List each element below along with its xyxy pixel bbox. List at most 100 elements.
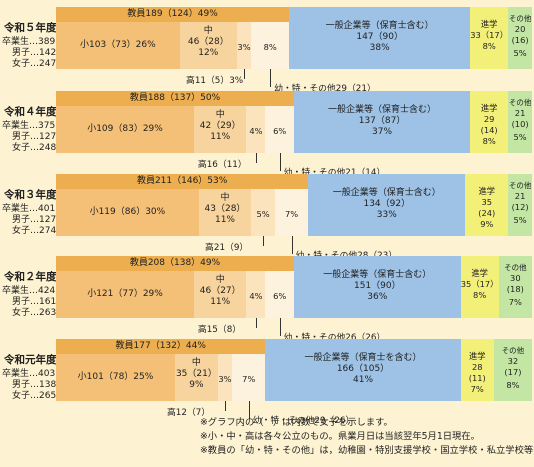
teacher-total-label: 教員188（137）50% xyxy=(129,93,221,103)
value-other: 30 (18) xyxy=(506,273,524,294)
graduates-total: 卒業生…375 xyxy=(2,121,56,131)
bar-further-study xyxy=(460,256,499,318)
pct-other: 5% xyxy=(513,215,527,225)
year-label: 令和３年度 xyxy=(4,189,57,201)
pct-further-study: 8% xyxy=(482,41,496,51)
value-other: 21 (10) xyxy=(511,108,529,129)
label-company: 一般企業等（保育士含む） xyxy=(328,105,437,115)
callout-line-kso xyxy=(279,318,281,336)
value-further-study: 28 (11) xyxy=(468,362,486,383)
pct-further-study: 9% xyxy=(480,219,494,229)
label-company: 一般企業等（保育士含む） xyxy=(325,21,434,31)
footnote-3: ※教員の「幼・特・その他」は，幼稚園・特別支援学校・国立学校・私立学校等です。 xyxy=(200,445,534,456)
graduates-female: 女子…263 xyxy=(12,308,57,318)
bar-junior-high xyxy=(198,189,252,236)
pct-company: 33% xyxy=(376,210,397,220)
bar-high xyxy=(217,354,233,401)
bar-company xyxy=(308,174,466,236)
graduates-male: 男子…161 xyxy=(12,297,57,307)
pct-high: 4% xyxy=(249,126,263,136)
value-further-study: 35（17） xyxy=(460,279,499,289)
label-other: その他 xyxy=(508,98,532,107)
pct-high: 5% xyxy=(256,209,270,219)
pct-kso: 7% xyxy=(242,374,256,384)
pct-junior-high: 11% xyxy=(214,215,235,225)
bar-company xyxy=(265,339,461,401)
label-further-study: 進学 xyxy=(478,186,496,196)
callout-line-kso xyxy=(248,401,250,419)
graduates-total: 卒業生…424 xyxy=(2,286,56,296)
pct-junior-high: 12% xyxy=(198,48,219,58)
teacher-total-label: 教員208（138）49% xyxy=(129,258,221,268)
graduates-female: 女子…265 xyxy=(12,391,57,401)
year-label: 令和５年度 xyxy=(4,22,57,34)
value-junior-high: 43（28） xyxy=(204,204,246,214)
bar-junior-high xyxy=(194,106,247,153)
pct-company: 36% xyxy=(367,292,388,302)
value-further-study: 33（17） xyxy=(470,30,508,40)
bar-junior-high xyxy=(194,271,247,318)
bar-elementary xyxy=(56,354,175,401)
footnote-2: ※小・中・高は各々公立のもの。県業月日は当該翌年5月1日現在。 xyxy=(200,431,480,442)
callout-line-high xyxy=(224,401,226,411)
value-other: 21 (12) xyxy=(511,191,529,212)
value-junior-high: 35（21） xyxy=(175,369,217,379)
pct-junior-high: 9% xyxy=(189,380,204,390)
label-company: 一般企業等（保育士含む） xyxy=(323,270,432,280)
label-elementary: 小119（86）30% xyxy=(89,207,166,217)
label-elementary: 小103（73）26% xyxy=(80,40,156,50)
label-other: その他 xyxy=(508,14,532,23)
bar-kso xyxy=(251,22,290,69)
label-junior-high: 中 xyxy=(203,26,213,36)
year-label: 令和２年度 xyxy=(4,271,57,283)
value-company: 134（92） xyxy=(363,199,411,209)
value-further-study: 35 (24) xyxy=(478,197,496,218)
callout-high: 高16（11） xyxy=(197,160,247,170)
bar-further-study xyxy=(470,7,509,69)
value-junior-high: 46（28） xyxy=(187,37,229,47)
teacher-band xyxy=(56,7,290,22)
bar-elementary xyxy=(56,271,195,318)
pct-junior-high: 11% xyxy=(210,132,231,142)
callout-line-high xyxy=(255,318,257,328)
bar-other xyxy=(508,174,532,236)
bar-kso xyxy=(265,271,294,318)
bar-further-study xyxy=(465,174,509,236)
graduates-female: 女子…274 xyxy=(12,226,57,236)
value-further-study: 29 (14) xyxy=(480,114,498,135)
bar-company xyxy=(294,256,461,318)
label-elementary: 小109（83）29% xyxy=(87,124,163,134)
year-label-block: 令和２年度卒業生…424 男子…161 女子…263 xyxy=(0,269,120,318)
graduates-total: 卒業生…389 xyxy=(2,37,56,47)
label-further-study: 進学 xyxy=(471,268,488,278)
callout-line-kso xyxy=(291,236,293,254)
bar-further-study xyxy=(470,91,509,153)
pct-kso: 6% xyxy=(273,291,287,301)
callout-line-high xyxy=(263,236,265,246)
graduates-male: 男子…127 xyxy=(12,132,57,142)
graduates-male: 男子…142 xyxy=(12,48,57,58)
callout-line-kso xyxy=(270,69,272,87)
bar-further-study xyxy=(460,339,494,401)
teacher-band xyxy=(56,174,309,189)
bar-company xyxy=(294,91,471,153)
graduates-female: 女子…248 xyxy=(12,143,57,153)
pct-company: 41% xyxy=(353,375,374,385)
graduates-male: 男子…127 xyxy=(12,215,57,225)
callout-kso: 幼・特・その他29（21） xyxy=(274,84,376,94)
graduates-total: 卒業生…403 xyxy=(2,369,56,379)
bar-company xyxy=(289,7,471,69)
year-label-block: 令和５年度 卒業生…389 男子…142 女子…247 xyxy=(0,20,120,69)
teacher-total-label: 教員177（132）44% xyxy=(115,341,206,351)
callout-high: 高21（9） xyxy=(205,243,249,253)
value-company: 147（90） xyxy=(356,32,403,42)
pct-other: 5% xyxy=(513,48,527,58)
pct-junior-high: 11% xyxy=(210,297,231,307)
label-elementary: 小101（78）25% xyxy=(77,372,154,382)
value-company: 151（90） xyxy=(353,281,401,291)
year-label-block: 令和元年度 卒業生…403 男子…138 女子…265 xyxy=(0,352,120,401)
label-further-study: 進学 xyxy=(480,19,498,29)
teacher-band xyxy=(56,91,294,106)
footnote-1: ※グラフ内の（ ）は内数で女子を示します。 xyxy=(200,417,393,428)
value-junior-high: 46（27） xyxy=(199,286,241,296)
